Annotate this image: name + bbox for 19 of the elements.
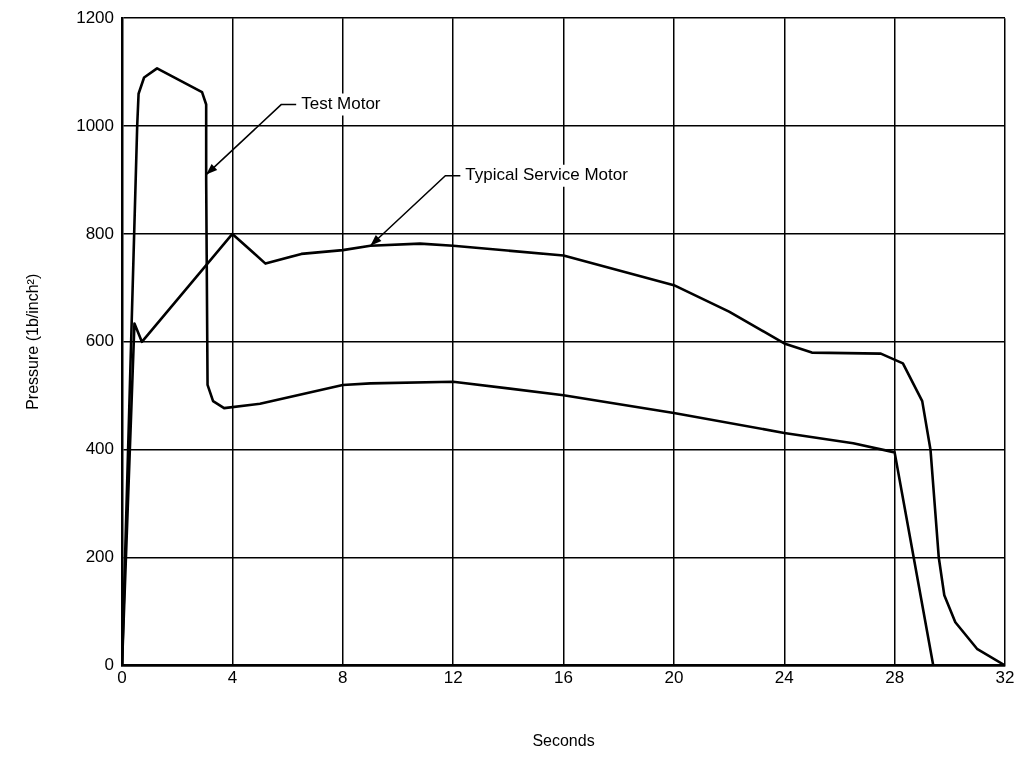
x-tick-label: 24 <box>774 668 794 688</box>
y-tick-label: 600 <box>85 331 115 351</box>
x-tick-label: 20 <box>664 668 684 688</box>
y-tick-label: 200 <box>85 547 115 567</box>
x-tick-label: 28 <box>885 668 905 688</box>
y-tick-label: 400 <box>85 439 115 459</box>
x-tick-label: 12 <box>443 668 463 688</box>
x-tick-label: 32 <box>995 668 1015 688</box>
x-tick-label: 16 <box>554 668 573 688</box>
y-tick-label: 800 <box>85 223 115 243</box>
x-axis-title: Seconds <box>532 731 595 749</box>
x-tick-label: 8 <box>338 668 348 688</box>
y-tick-label: 0 <box>104 655 115 675</box>
x-tick-label: 4 <box>227 668 238 688</box>
y-axis-title: Pressure (1b/inch²) <box>24 273 42 410</box>
annotation: Test Motor <box>301 94 381 114</box>
y-tick-label: 1000 <box>76 115 115 135</box>
y-tick-label: 1200 <box>76 7 115 27</box>
annotation: Typical Service Motor <box>465 165 629 185</box>
